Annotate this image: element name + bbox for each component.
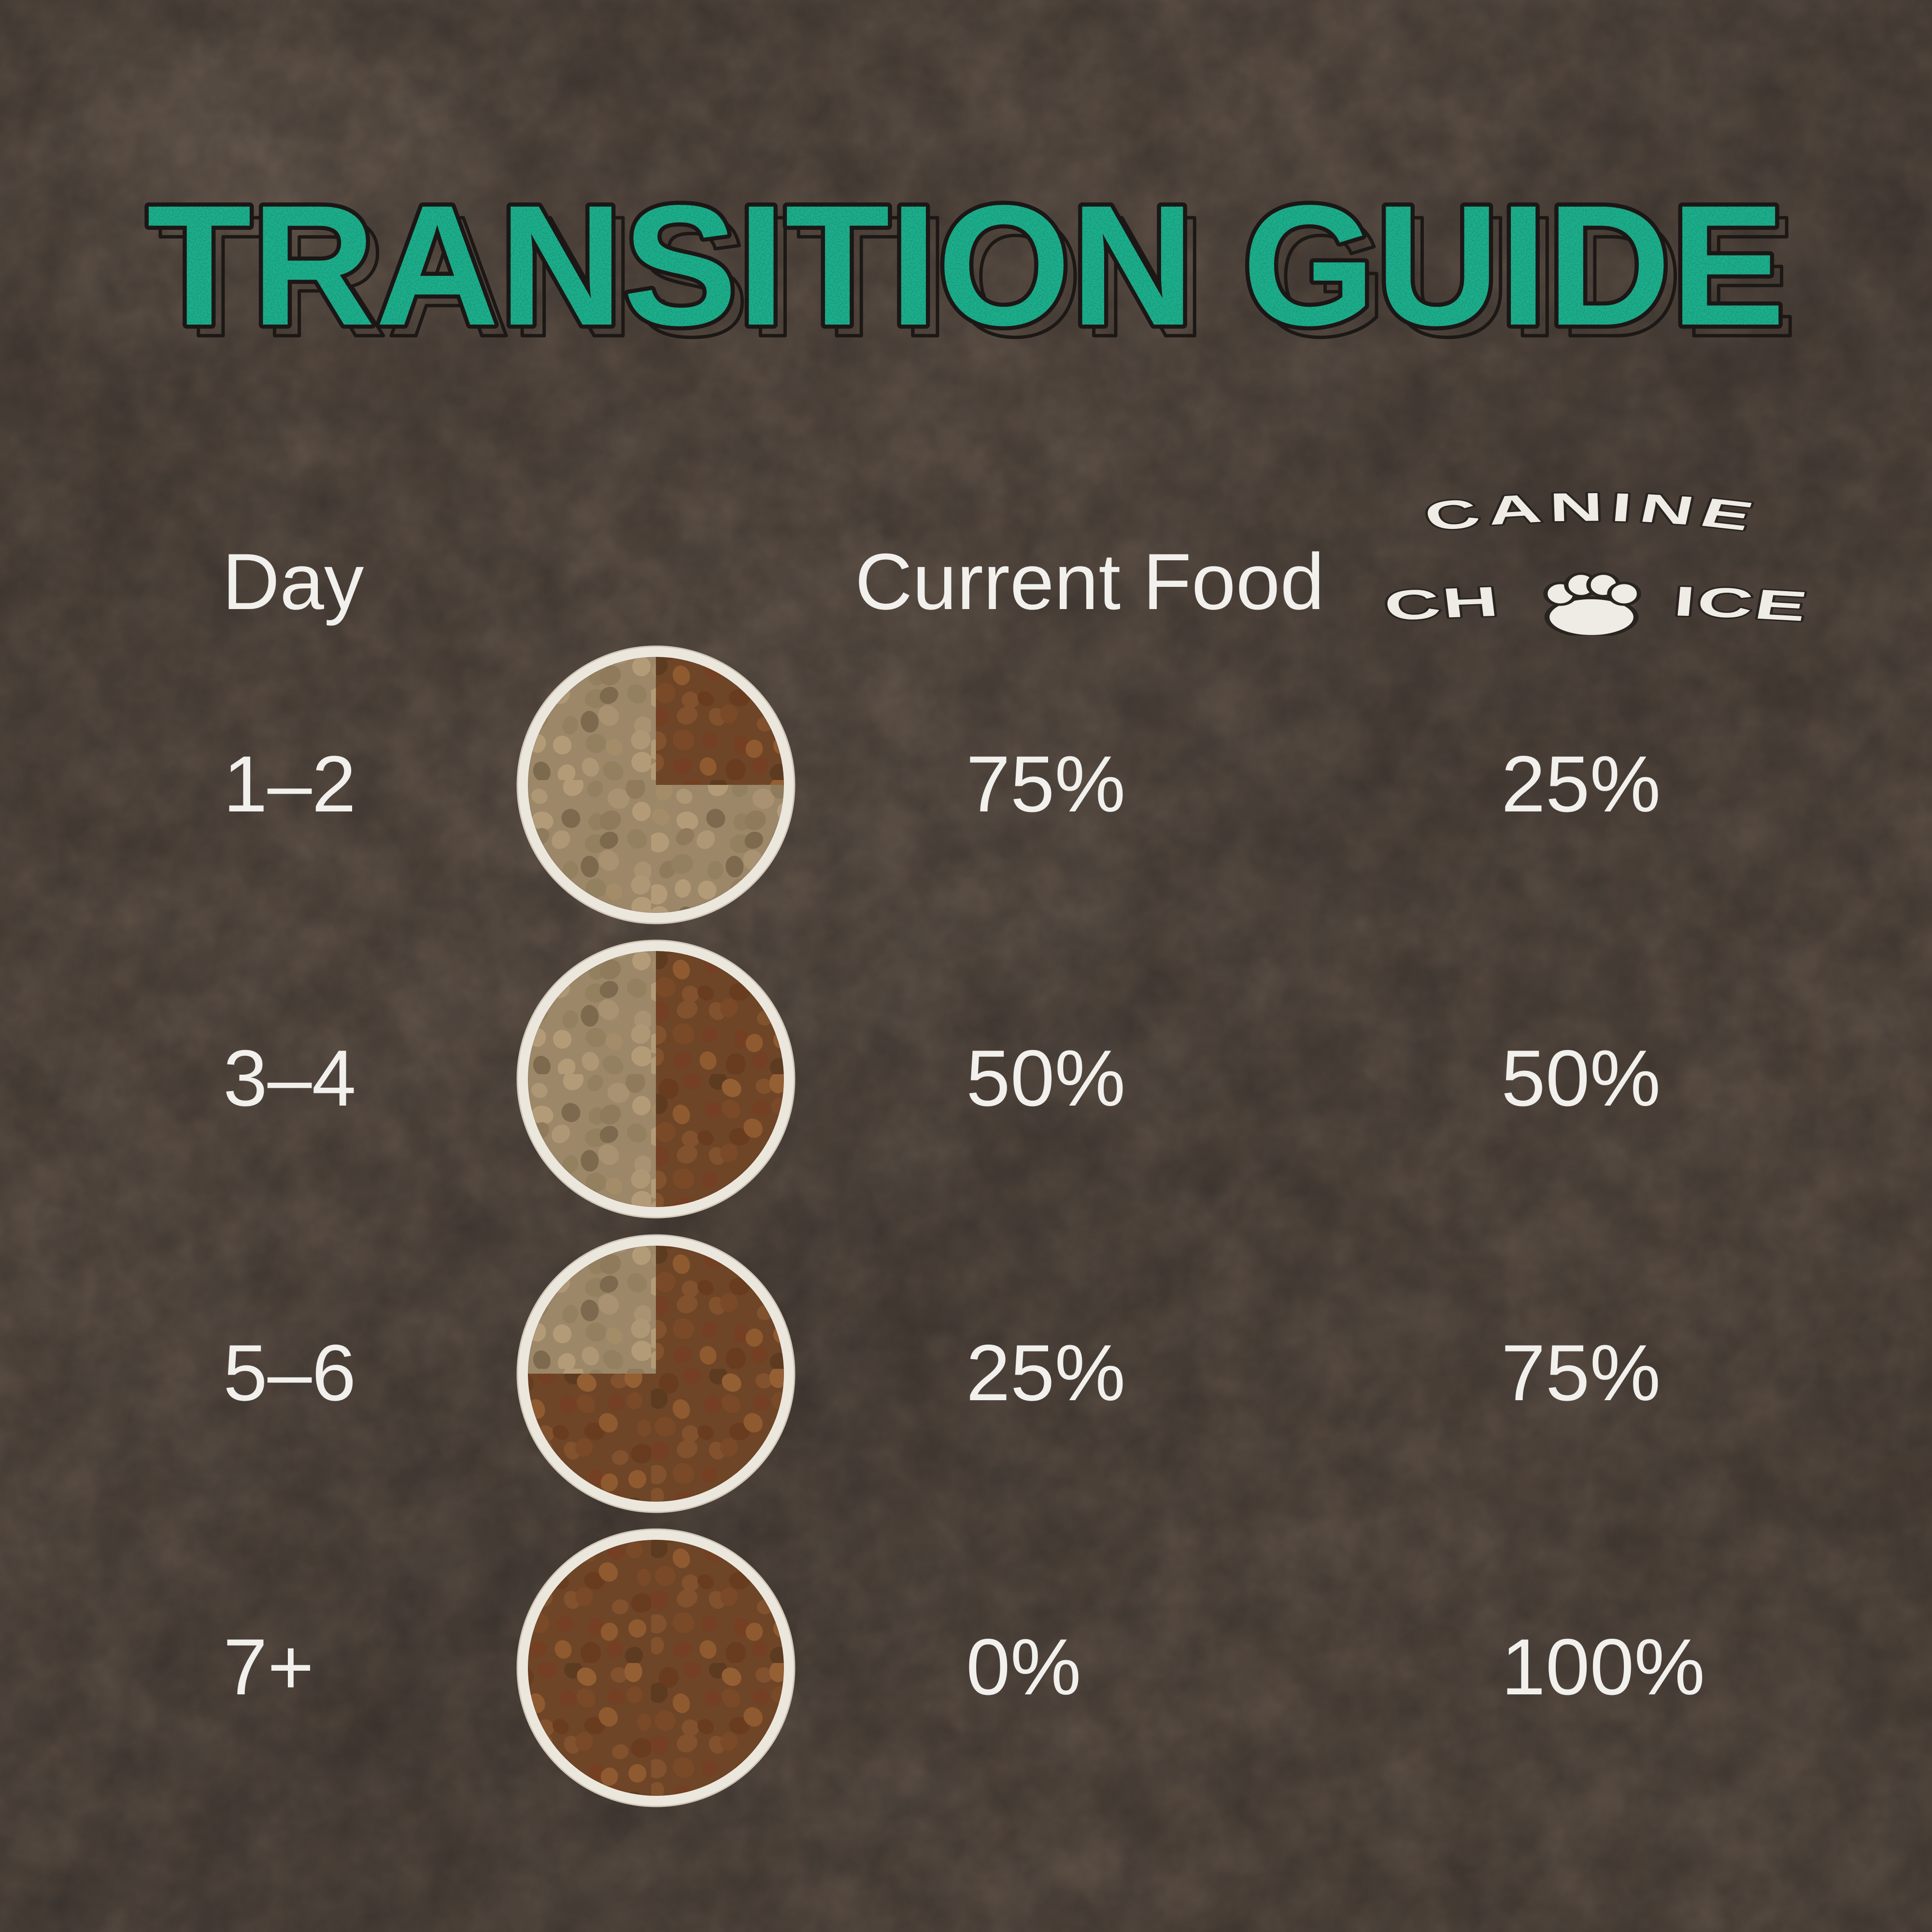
svg-text:TRANSITION GUIDE: TRANSITION GUIDE [147, 193, 1785, 361]
svg-text:CANINE: CANINE [1418, 491, 1766, 540]
svg-text:ICE: ICE [1672, 578, 1812, 630]
svg-text:CH: CH [1380, 578, 1502, 629]
